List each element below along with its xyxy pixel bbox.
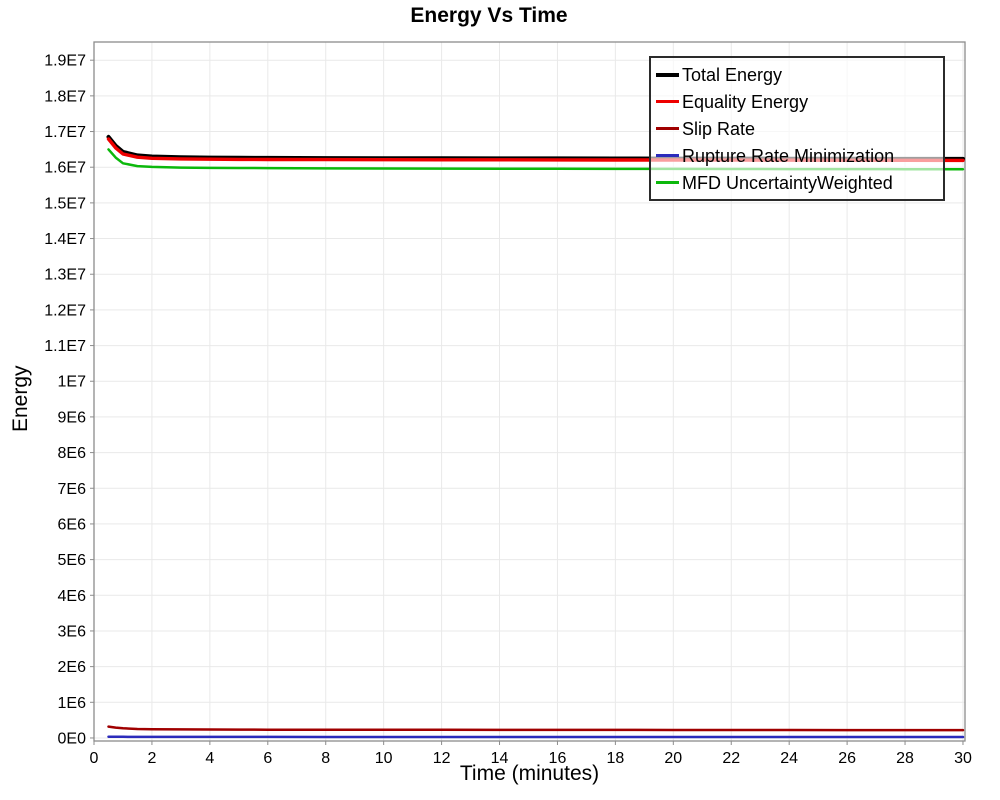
y-tick-label: 1.7E7 [44, 124, 86, 141]
y-tick-label: 1.6E7 [44, 160, 86, 177]
legend-label-slip-rate: Slip Rate [682, 118, 756, 139]
y-tick-label: 0E0 [58, 730, 87, 747]
x-tick-label: 4 [205, 750, 214, 767]
y-axis-title: Energy [9, 365, 32, 432]
x-tick-label: 14 [491, 750, 509, 767]
legend-item-rupture-rate-minimization: Rupture Rate Minimization [656, 147, 941, 165]
y-tick-label: 1.1E7 [44, 338, 86, 355]
x-tick-label: 0 [90, 750, 99, 767]
x-tick-label: 24 [780, 750, 798, 767]
x-axis-ticks: 0 2 4 6 8 10 12 14 16 18 20 22 24 26 28 30 [90, 741, 972, 767]
y-tick-label: 8E6 [58, 445, 87, 462]
y-axis-ticks: 0E0 1E6 2E6 3E6 4E6 5E6 6E6 7E6 8E6 9E6 1E7 1.1E7 1.… [44, 53, 94, 747]
y-tick-label: 7E6 [58, 481, 87, 498]
legend-swatch-slip-rate [656, 127, 679, 130]
legend-swatch-rupture-rate-minimization [656, 154, 679, 157]
x-tick-label: 26 [838, 750, 856, 767]
legend-rows: Total Energy Equality Energy Slip Rate Rupt… [656, 61, 941, 196]
x-tick-label: 18 [606, 750, 624, 767]
legend-item-equality-energy: Equality Energy [656, 93, 941, 111]
x-tick-label: 6 [263, 750, 272, 767]
legend-label-mfd-uncertaintyweighted: MFD UncertaintyWeighted [682, 172, 893, 193]
y-tick-label: 1E6 [58, 695, 87, 712]
y-tick-label: 3E6 [58, 623, 87, 640]
x-tick-label: 2 [147, 750, 156, 767]
y-tick-label: 1.5E7 [44, 195, 86, 212]
x-tick-label: 28 [896, 750, 914, 767]
y-tick-label: 4E6 [58, 588, 87, 605]
legend-label-rupture-rate-minimization: Rupture Rate Minimization [682, 145, 895, 166]
legend-label-equality-energy: Equality Energy [682, 91, 809, 112]
legend-swatch-total-energy [656, 72, 679, 77]
legend-label-total-energy: Total Energy [682, 64, 783, 85]
x-tick-label: 20 [664, 750, 682, 767]
x-tick-label: 22 [722, 750, 740, 767]
plot-border [93, 41, 966, 742]
y-tick-label: 1.4E7 [44, 231, 86, 248]
legend-swatch-mfd-uncertaintyweighted [656, 181, 679, 184]
y-tick-label: 6E6 [58, 516, 87, 533]
y-tick-label: 1.9E7 [44, 53, 86, 70]
y-tick-label: 1.3E7 [44, 267, 86, 284]
legend-swatch-equality-energy [656, 99, 679, 104]
chart-title: Energy Vs Time [410, 4, 568, 27]
series-line-slip-rate [107, 725, 965, 732]
legend-box: Total Energy Equality Energy Slip Rate Rupt… [649, 56, 945, 201]
legend-item-total-energy: Total Energy [656, 66, 941, 84]
x-tick-label: 8 [321, 750, 330, 767]
y-tick-label: 5E6 [58, 552, 87, 569]
x-tick-label: 16 [549, 750, 567, 767]
y-tick-label: 1.2E7 [44, 302, 86, 319]
legend-item-slip-rate: Slip Rate [656, 120, 941, 138]
y-tick-label: 1E7 [58, 374, 87, 391]
y-tick-label: 2E6 [58, 659, 87, 676]
x-tick-label: 10 [375, 750, 393, 767]
x-tick-label: 30 [954, 750, 972, 767]
y-tick-label: 9E6 [58, 409, 87, 426]
x-tick-label: 12 [433, 750, 451, 767]
x-axis-title: Time (minutes) [459, 762, 600, 785]
y-tick-label: 1.8E7 [44, 88, 86, 105]
legend-item-mfd-uncertaintyweighted: MFD UncertaintyWeighted [656, 174, 941, 192]
